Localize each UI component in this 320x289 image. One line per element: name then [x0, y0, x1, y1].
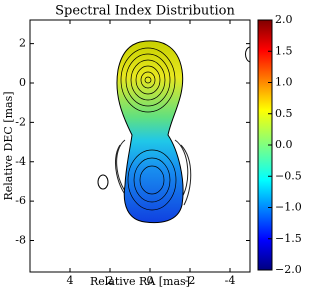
- y-tick-label: -8: [15, 234, 26, 247]
- colorbar-tick-label: 0.5: [275, 107, 293, 120]
- chart-title: Spectral Index Distribution: [55, 4, 235, 19]
- y-tick-label: -6: [15, 194, 26, 207]
- y-axis-label: Relative DEC [mas]: [2, 91, 15, 200]
- x-tick-label: 4: [67, 274, 74, 287]
- colorbar-tick-label: 2.0: [275, 13, 293, 26]
- x-tick-label: 2: [107, 274, 114, 287]
- y-tick-label: -2: [15, 115, 26, 128]
- colorbar-tick-label: −1.5: [275, 232, 302, 245]
- plot-frame: [29, 19, 251, 273]
- y-tick-label: -4: [15, 155, 26, 168]
- colorbar-tick-label: −1.0: [275, 201, 302, 214]
- x-axis-label: Relative RA [mas]: [90, 275, 190, 288]
- colorbar-tick-label: −0.5: [275, 169, 302, 182]
- x-tick-label: 0: [147, 274, 154, 287]
- colorbar-tick-label: −2.0: [275, 263, 302, 276]
- colorbar-tick-label: 1.0: [275, 76, 293, 89]
- colorbar-tick-label: 0.0: [275, 138, 293, 151]
- y-tick-label: 2: [19, 37, 26, 50]
- x-tick-label: -4: [225, 274, 236, 287]
- colorbar-tick-label: 1.5: [275, 44, 293, 57]
- y-tick-label: 0: [19, 76, 26, 89]
- image: [97, 40, 251, 224]
- x-tick-label: -2: [185, 274, 196, 287]
